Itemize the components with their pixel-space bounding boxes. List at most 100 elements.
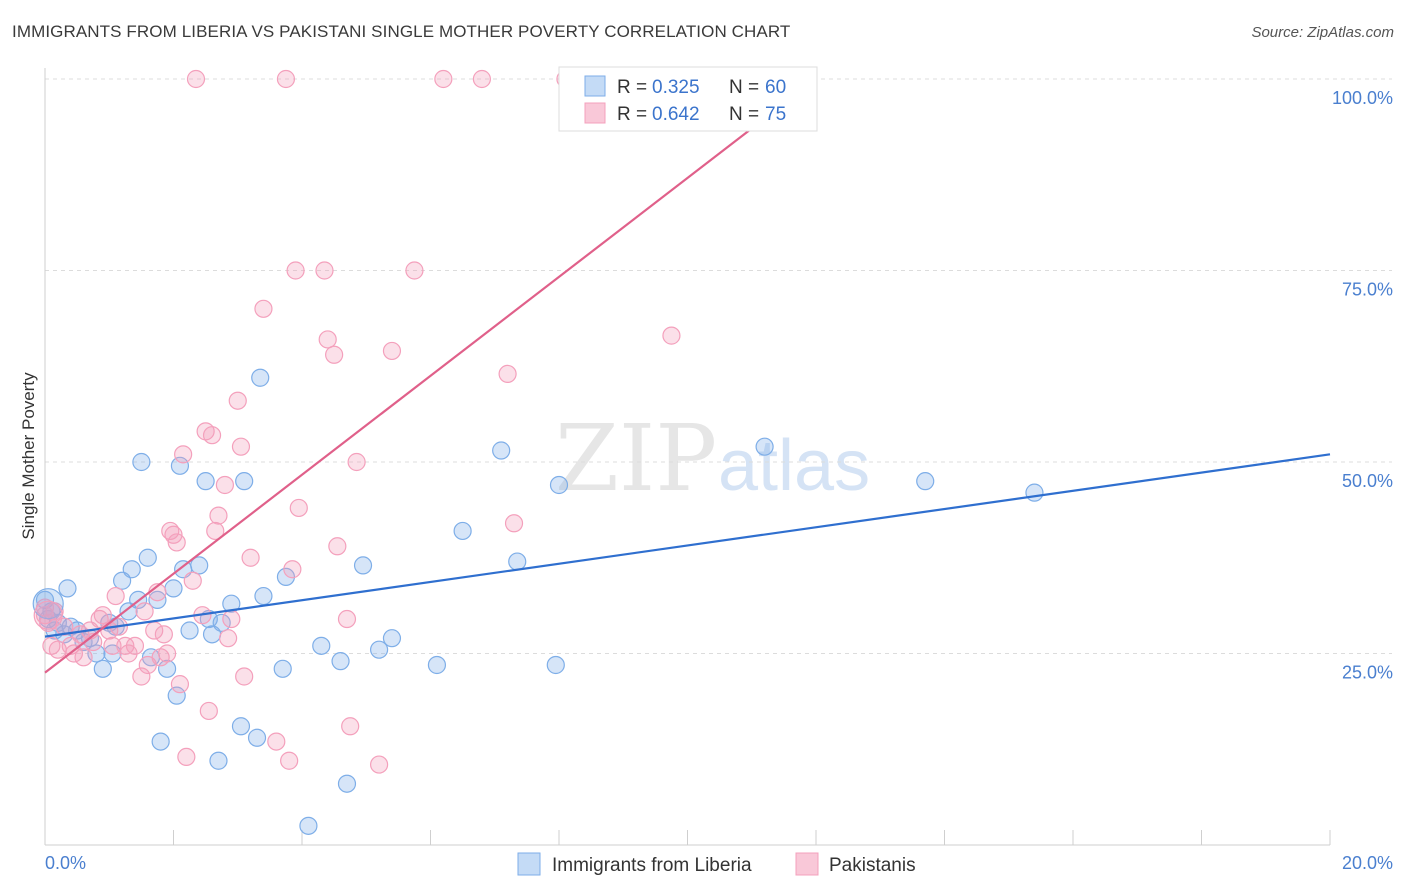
trend-lines [44,78,1331,674]
pakistani-point-66 [405,261,424,280]
stats-legend: R = 0.325 N = 60 R = 0.642 N = 75 [558,66,818,132]
gridlines [45,78,1392,654]
pakistani-point-60 [328,537,347,556]
legend-r-label-1: R = [617,104,647,125]
liberia-point-43 [273,659,292,678]
liberia-point-52 [427,655,447,675]
liberia-point-45 [299,816,318,835]
pakistani-point-27 [154,625,173,644]
legend-n-label-1: N = [729,104,759,125]
liberia-point-56 [549,475,569,495]
liberia-point-42 [254,586,273,606]
series-label-pakistani: Pakistanis [829,855,916,876]
pakistani-trend-line [44,78,817,674]
pakistani-point-69 [498,364,517,384]
pakistani-point-9 [74,648,93,667]
legend-swatch-pakistani [584,102,606,124]
liberia-point-26 [164,579,183,598]
x-tick-label-0: 0.0% [45,853,86,873]
pakistani-point-15 [103,636,122,655]
pakistani-point-65 [382,341,402,361]
pakistani-point-20 [125,636,145,655]
liberia-point-60 [1025,483,1044,502]
watermark-zip: ZIP [555,405,717,512]
watermark: ZIP atlas [555,405,870,512]
liberia-point-55 [508,552,527,571]
legend-swatch-liberia [584,75,606,97]
series-legend: Immigrants from Liberia Pakistanis [517,852,916,876]
liberia-point-6 [58,579,77,598]
series-swatch-liberia [517,852,541,876]
data-points [32,69,1044,835]
pakistani-point-70 [504,514,524,533]
liberia-point-37 [222,594,241,613]
pakistani-point-53 [280,751,299,770]
y-tick-label-0: 25.0% [1342,663,1393,683]
pakistani-point-72 [662,326,681,345]
pakistani-point-67 [434,69,453,89]
pakistani-point-48 [235,667,254,686]
liberia-point-12 [93,659,112,678]
y-tick-label-2: 75.0% [1342,280,1393,300]
legend-n-value-0: 60 [765,77,786,98]
liberia-point-49 [353,556,373,575]
pakistani-point-32 [170,675,190,694]
liberia-point-54 [492,441,511,460]
liberia-point-40 [247,728,267,747]
pakistani-point-52 [276,69,296,89]
liberia-point-32 [196,472,215,491]
pakistani-point-61 [337,609,357,629]
liberia-point-25 [157,659,177,678]
pakistani-point-28 [157,644,177,663]
pakistani-point-41 [206,521,225,541]
chart-title: IMMIGRANTS FROM LIBERIA VS PAKISTANI SIN… [12,22,791,41]
pakistani-point-35 [183,571,202,590]
pakistani-point-44 [219,629,238,648]
pakistani-point-22 [135,602,154,621]
liberia-point-35 [209,751,228,770]
liberia-point-47 [331,652,350,671]
liberia-point-27 [167,686,186,705]
y-tick-label-3: 100.0% [1332,88,1393,108]
series-swatch-pakistani [795,852,819,876]
legend-n-label-0: N = [729,77,759,98]
pakistani-point-58 [318,330,337,349]
pakistani-point-42 [209,506,228,525]
pakistani-point-43 [215,475,234,495]
legend-r-value-0: 0.325 [652,77,700,98]
pakistani-point-34 [177,747,196,767]
liberia-point-51 [382,629,402,648]
pakistani-point-51 [267,732,286,751]
liberia-point-24 [151,732,170,751]
liberia-point-59 [916,472,935,491]
pakistani-point-46 [228,391,247,410]
liberia-point-57 [546,655,565,675]
legend-n-value-1: 75 [765,104,786,125]
liberia-point-18 [122,560,141,579]
liberia-point-21 [138,548,157,567]
legend-r-label-0: R = [617,77,647,98]
pakistani-point-16 [106,586,125,606]
liberia-point-58 [755,437,774,456]
pakistani-point-55 [286,261,305,280]
liberia-point-50 [370,640,389,659]
series-label-liberia: Immigrants from Liberia [552,855,752,876]
pakistani-point-39 [199,701,218,721]
source-label: Source: ZipAtlas.com [1251,24,1394,41]
legend-r-value-1: 0.642 [652,104,700,125]
liberia-point-38 [235,472,254,491]
liberia-point-46 [312,636,331,655]
x-tick-labels: 0.0% 20.0% [45,853,1393,873]
pakistani-point-63 [347,452,366,472]
axes [44,68,1331,846]
pakistani-point-7 [64,644,84,663]
pakistani-point-62 [341,717,360,736]
pakistani-point-33 [174,445,193,464]
liberia-point-39 [231,717,251,736]
liberia-point-48 [337,774,357,793]
pakistani-point-13 [93,606,112,625]
liberia-point-30 [180,621,199,640]
pakistani-point-68 [472,69,491,89]
pakistani-point-45 [222,609,241,629]
